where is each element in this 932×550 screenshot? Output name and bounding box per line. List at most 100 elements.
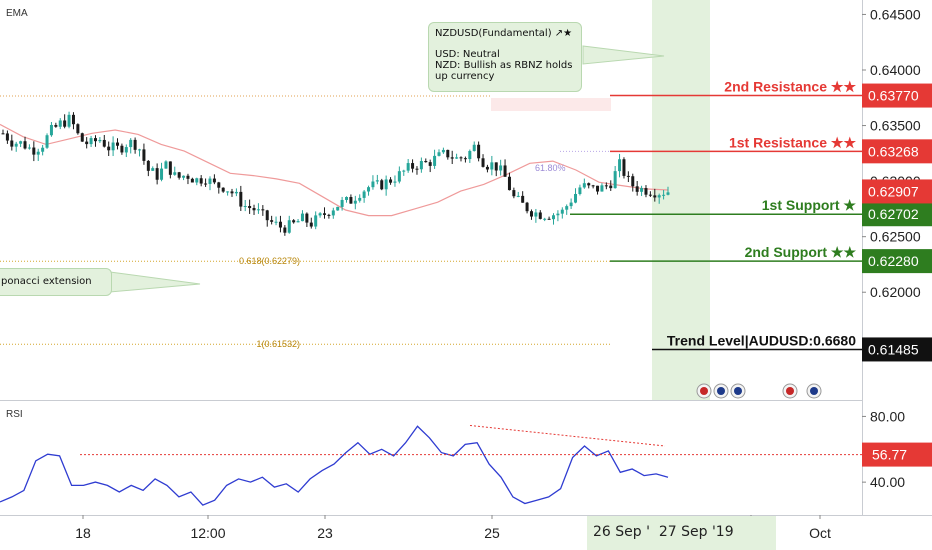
candle-body-74 <box>327 214 331 216</box>
candle-body-20 <box>89 138 93 145</box>
candle-body-53 <box>234 191 238 194</box>
rsi-tick-1: 40.00 <box>870 474 905 490</box>
ema-line <box>0 123 669 217</box>
candle-body-4 <box>19 141 23 144</box>
axis-layer: 0.645000.640000.635000.630000.625000.620… <box>75 6 921 541</box>
candle-body-117 <box>516 195 520 197</box>
candle-body-8 <box>36 151 40 155</box>
candle-body-36 <box>160 168 164 180</box>
level-name-4: Trend Level|AUDUSD:0.6680 <box>667 332 856 348</box>
candle-body-107 <box>472 144 476 151</box>
candle-body-91 <box>402 170 406 172</box>
price-tag-bg-0 <box>862 83 932 108</box>
rsi-divergence-line <box>469 424 666 447</box>
candle-body-85 <box>375 180 379 182</box>
candle-body-52 <box>230 191 234 194</box>
fib-label-0: 0.618(0.62279) <box>239 256 300 266</box>
candle-body-126 <box>556 213 560 216</box>
candle-body-138 <box>609 185 613 189</box>
candle-body-14 <box>63 120 67 127</box>
candle-body-148 <box>653 195 657 198</box>
candle-body-66 <box>292 220 296 223</box>
price-tag-0: 0.63770 <box>868 88 919 104</box>
level-lines: 2nd Resistance ★★ 1st Resistance ★★ 1st Su… <box>570 79 862 351</box>
y-tick-4: 0.62500 <box>870 229 921 245</box>
level-name-3: 2nd Support ★★ <box>745 244 857 260</box>
candle-body-110 <box>485 166 489 170</box>
candle-body-121 <box>534 212 538 217</box>
candle-body-1 <box>5 133 9 141</box>
candle-body-105 <box>463 158 467 160</box>
current-price-tag-bg <box>862 179 932 204</box>
candle-body-54 <box>239 191 243 207</box>
event-highlight-band <box>652 0 710 400</box>
candle-body-25 <box>111 142 115 151</box>
candle-body-11 <box>49 124 53 136</box>
candle-body-134 <box>591 185 595 187</box>
candle-body-139 <box>613 171 617 189</box>
price-tag-bg-2 <box>862 202 932 227</box>
candle-body-137 <box>604 185 608 187</box>
candle-body-9 <box>41 147 45 152</box>
candle-body-106 <box>468 150 472 160</box>
candle-body-10 <box>45 135 49 148</box>
candle-body-72 <box>318 213 322 216</box>
candle-body-2 <box>10 140 14 147</box>
candle-body-48 <box>212 178 216 183</box>
candle-body-19 <box>85 141 89 145</box>
resistance-zone <box>491 98 611 111</box>
candle-body-51 <box>226 191 230 193</box>
candle-body-120 <box>529 211 533 217</box>
candle-body-83 <box>367 187 371 192</box>
fundamental-callout-nzd: NZD: Bullish as RBNZ holds <box>435 60 573 71</box>
candle-body-28 <box>124 147 128 153</box>
time-highlight-label: 26 Sep ' 27 Sep '19 <box>593 524 734 540</box>
candle-body-62 <box>274 221 278 223</box>
candle-body-145 <box>640 188 644 192</box>
x-tick-5: Oct <box>809 525 831 541</box>
price-tag-bg-3 <box>862 249 932 274</box>
candle-body-65 <box>287 220 291 233</box>
candle-body-15 <box>67 114 71 127</box>
candle-body-26 <box>116 142 120 146</box>
candle-body-32 <box>142 149 146 161</box>
candle-body-100 <box>441 149 445 153</box>
fib-callout-pointer <box>109 271 201 293</box>
candle-body-80 <box>353 200 357 204</box>
candle-body-104 <box>459 157 463 159</box>
rsi-level-tag: 56.77 <box>872 447 907 463</box>
candle-body-69 <box>305 213 309 223</box>
price-tag-2: 0.62702 <box>868 206 919 222</box>
price-tag-bg-4 <box>862 337 932 362</box>
candle-body-141 <box>622 159 626 176</box>
candle-body-103 <box>455 157 459 159</box>
candle-body-77 <box>340 199 344 207</box>
candle-body-27 <box>120 145 124 153</box>
candle-body-132 <box>582 183 586 188</box>
fib-retracement-label: 61.80% <box>535 163 566 173</box>
rsi-line <box>0 425 669 506</box>
candle-body-122 <box>538 212 542 219</box>
candle-body-84 <box>371 181 375 188</box>
candle-body-131 <box>578 187 582 194</box>
fundamental-callout-pointer <box>582 45 665 65</box>
candle-body-123 <box>543 218 547 220</box>
candle-body-128 <box>565 206 569 210</box>
candle-body-33 <box>146 160 150 171</box>
candle-body-125 <box>551 215 555 220</box>
candle-body-6 <box>27 147 31 149</box>
price-tag-3: 0.62280 <box>868 253 919 269</box>
price-tag-1: 0.63268 <box>868 143 919 159</box>
candle-body-143 <box>631 176 635 187</box>
candle-body-24 <box>107 146 111 151</box>
candle-body-142 <box>626 175 630 177</box>
candle-body-102 <box>450 157 454 159</box>
candle-body-18 <box>80 133 84 142</box>
candle-body-109 <box>481 158 485 167</box>
candle-body-136 <box>600 185 604 192</box>
fib-label-1: 1(0.61532) <box>256 339 300 349</box>
candle-body-115 <box>507 176 511 191</box>
candle-body-129 <box>569 202 573 207</box>
candle-body-21 <box>93 138 97 142</box>
